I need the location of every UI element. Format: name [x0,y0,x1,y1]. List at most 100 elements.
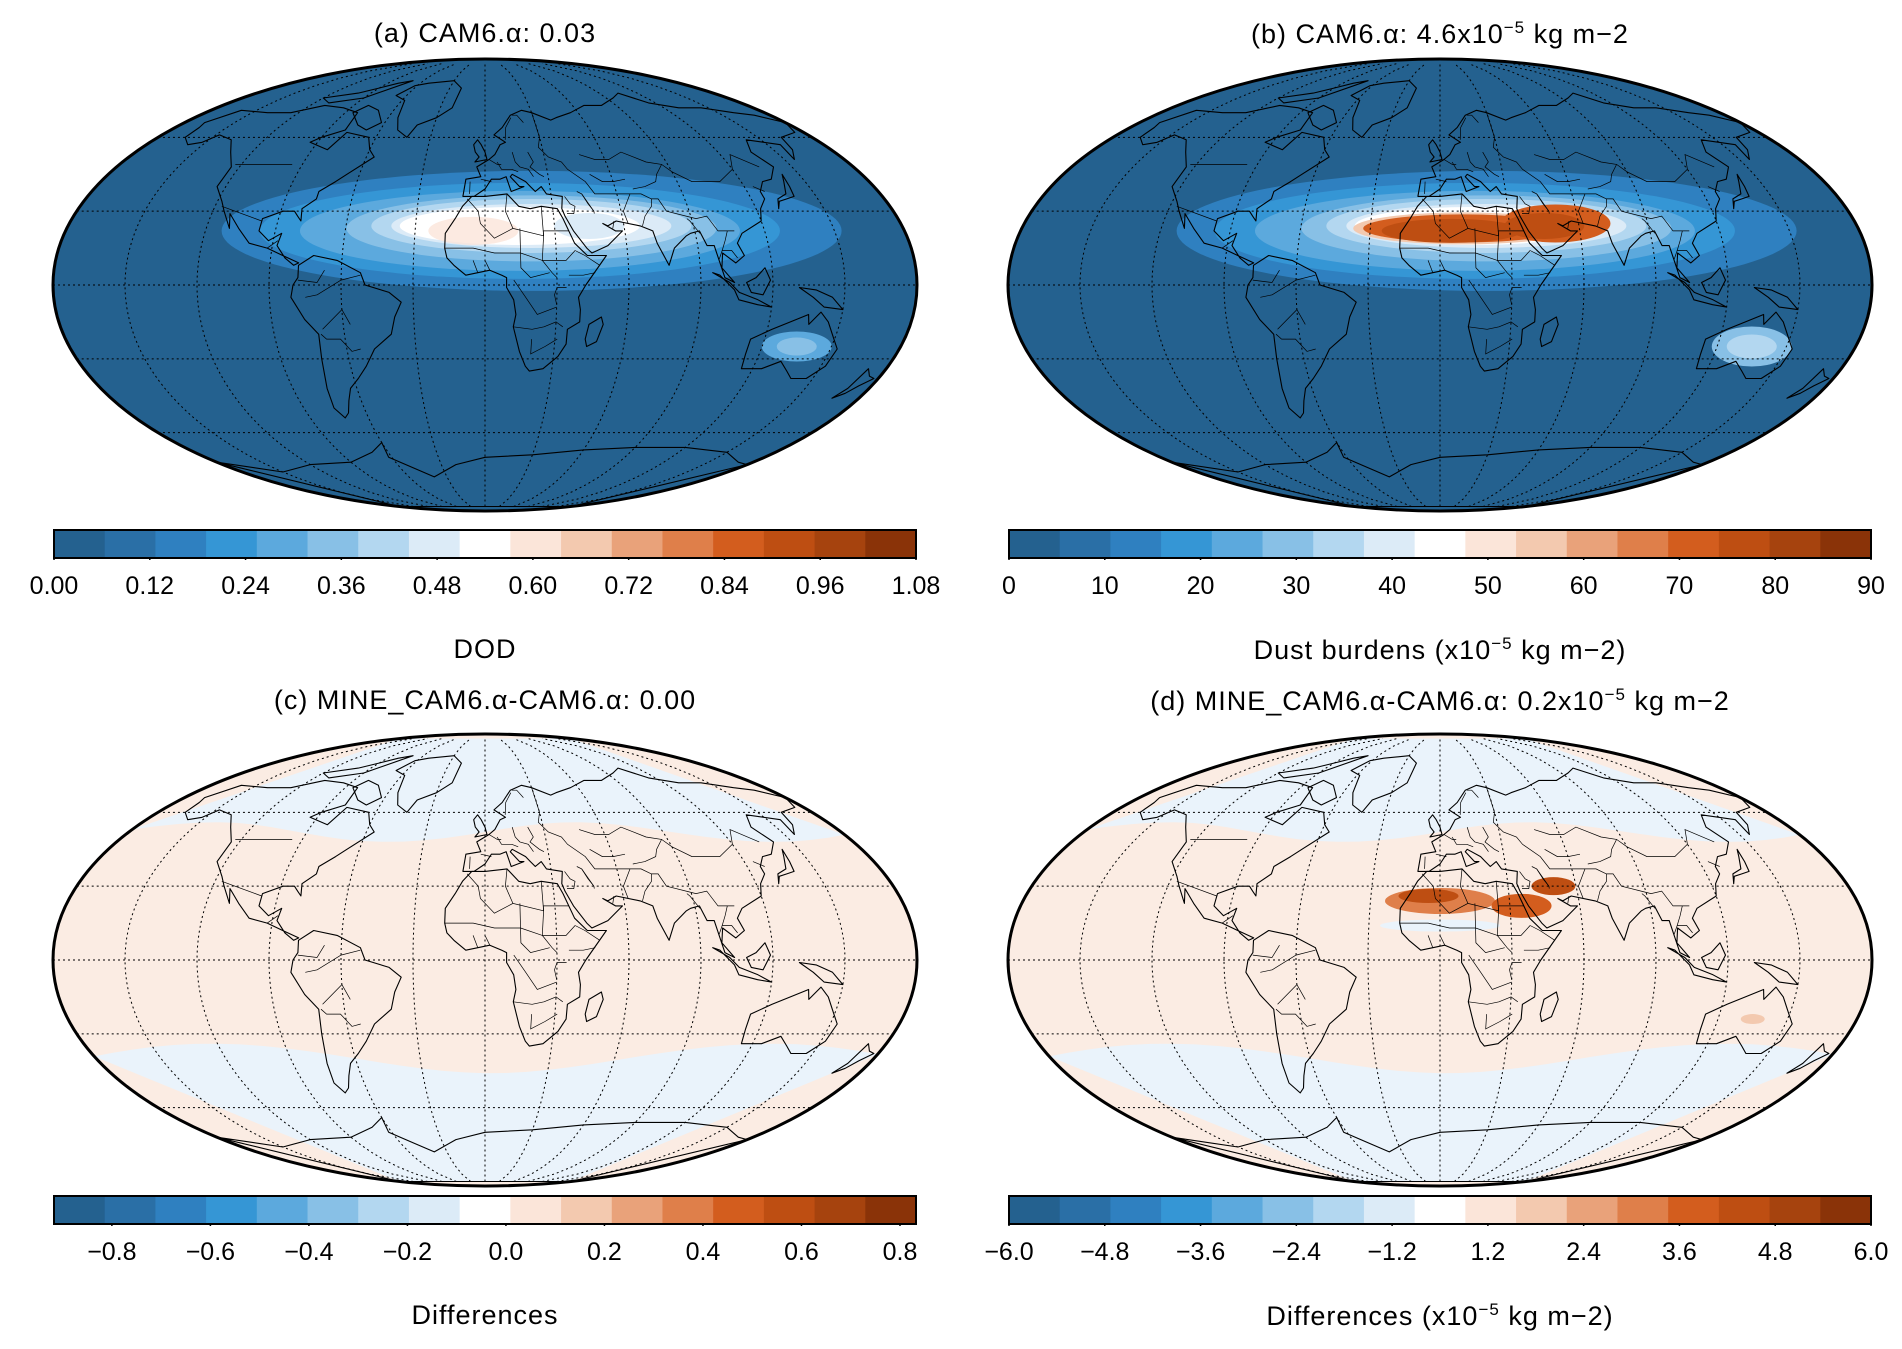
longitude-gridline [1468,738,1585,1182]
country-border [1468,996,1519,1005]
coastline-newGuinea [798,286,844,311]
colorbar-segment [1769,530,1821,558]
longitude-gridline [124,63,414,507]
country-border [1275,333,1316,352]
coastline-borneo [1701,267,1727,296]
colorbar-tick-label: 90 [1857,572,1885,600]
colorbar-segment [1465,530,1517,558]
colorbar-tick-label: 0.48 [412,572,462,600]
country-border [519,228,550,278]
colorbar-segment [763,1196,816,1224]
country-border [718,925,738,936]
country-border [527,826,545,853]
longitude-gridline [1079,63,1369,507]
colorbar-segment [814,1196,866,1224]
coastline-australia [740,311,838,380]
panel-a-colorbar [53,529,917,560]
country-border [1435,178,1447,182]
colorbar-segment [1313,1196,1365,1224]
coastline-madagascar [1539,991,1559,1023]
colorbar-tick-label: 70 [1665,572,1694,600]
country-border [1523,947,1551,951]
negative-difference-north [1087,738,1800,842]
colorbar-tick-label: 4.8 [1757,1238,1793,1266]
country-border [540,206,558,278]
country-border [322,984,351,1005]
colorbar-tick-label: −0.6 [185,1238,236,1266]
coastline-newGuinea [1753,286,1799,311]
country-border [530,1013,558,1030]
coastline-britain [473,139,488,163]
longitude-gridline [1367,738,1426,1182]
longitude-gridline [542,738,774,1182]
country-border [1460,868,1469,904]
country-border [1544,173,1581,182]
longitude-gridline [499,738,558,1182]
colorbar-tick-label: −2.4 [1271,1238,1322,1266]
longitude-gridline [513,738,630,1182]
panel-c-map [51,732,919,1188]
country-border [531,112,735,232]
panel-d: (d) MINE_CAM6.α-CAM6.α: 0.2x10−5 kg m−2 … [984,675,1888,1349]
country-border [581,868,595,887]
country-border [1519,871,1531,889]
country-border [1641,893,1656,909]
country-border [1597,873,1607,901]
longitude-gridline [1454,738,1513,1182]
country-border [568,947,596,951]
colorbar-segment [611,530,663,558]
country-border [568,272,596,276]
panel-c-colorbar [53,1195,917,1226]
longitude-gridline [1151,63,1383,507]
coastline-arcticIslands [1277,80,1369,104]
country-border [578,826,760,857]
country-border [1222,915,1234,924]
panel-c-title: (c) MINE_CAM6.α-CAM6.α: 0.00 [50,685,920,716]
country-border [1531,191,1550,214]
dust-core [428,216,519,245]
longitude-gridline [196,63,428,507]
country-border [576,866,595,889]
colorbar-tick-label: −0.4 [284,1238,334,1266]
colorbar-tick-label: 40 [1378,572,1407,600]
country-border [513,954,557,990]
colorbar-segment [307,530,359,558]
country-border [578,151,760,182]
country-border [1468,279,1512,315]
country-border [574,925,600,941]
colorbar-segment [1566,1196,1618,1224]
positive-difference-core [1398,889,1459,904]
country-border [564,196,576,214]
country-border [1495,206,1513,278]
colorbar-segment [1262,1196,1314,1224]
country-border [1587,839,1617,865]
map-content [53,59,917,511]
country-border [480,178,492,182]
country-border [1466,114,1479,123]
colorbar-tick-label: −4.8 [1080,1238,1130,1266]
colorbar-segment [713,530,765,558]
country-border [1519,196,1531,214]
colorbar-tick-label: 0.2 [587,1238,622,1266]
country-border [504,792,512,815]
colorbar-segment [206,1196,258,1224]
country-border [1277,309,1306,330]
country-border [1673,250,1693,261]
coastline-southAmerica [290,254,402,419]
country-border [686,218,701,234]
colorbar-tick-label: 0.84 [700,572,749,600]
colorbar-segment [1820,530,1872,558]
colorbar-segment [1363,1196,1416,1224]
country-border [1435,853,1447,857]
colorbar-segment [104,1196,156,1224]
longitude-gridline [1497,738,1729,1182]
country-border [1523,272,1551,276]
country-border [1439,935,1446,946]
coastline-northAmerica [184,104,375,266]
colorbar-segment [1110,530,1162,558]
panel-b-colorbar-label-text: Dust burdens (x10 [1253,635,1492,665]
colorbar-tick-label: 20 [1186,572,1215,600]
country-border [1427,260,1434,273]
longitude-gridline [1511,738,1801,1182]
coastline-japan [777,173,795,210]
